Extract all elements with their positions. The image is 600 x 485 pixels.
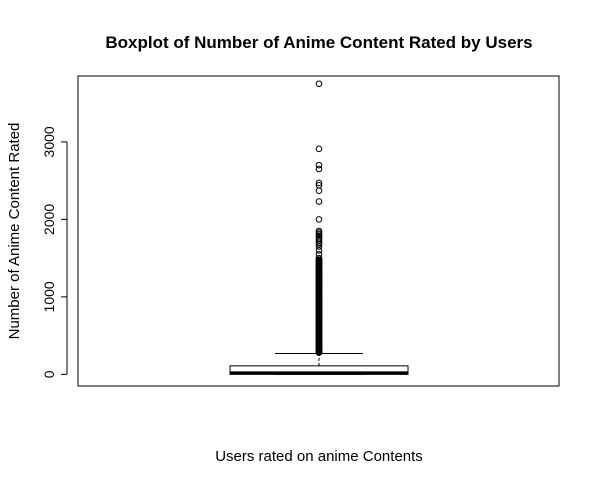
plot-frame [77,75,560,387]
box [229,365,409,375]
outlier-point [315,247,323,254]
outlier-point [315,237,323,244]
y-axis: 0 1000 2000 3000 [41,126,68,378]
outlier-point [315,216,323,223]
outlier-point [315,80,323,88]
outlier-point [315,145,323,153]
chart-title: Boxplot of Number of Anime Content Rated… [105,33,532,52]
outlier-point [315,165,323,173]
outlier-point [315,250,323,258]
y-tick-label: 0 [41,370,57,378]
outlier-point [315,198,323,205]
outlier-point [315,243,323,250]
y-tick-label: 3000 [41,126,57,157]
plot-area [229,80,409,375]
outlier-point [315,161,323,169]
outlier-point [315,240,323,248]
outlier-point [315,179,323,187]
y-axis-label: Number of Anime Content Rated [6,123,23,340]
y-tick-label: 1000 [41,281,57,312]
outlier-point [315,254,323,262]
outlier-point [315,187,323,194]
y-tick-label: 2000 [41,204,57,235]
x-axis-label: Users rated on anime Contents [215,448,423,465]
